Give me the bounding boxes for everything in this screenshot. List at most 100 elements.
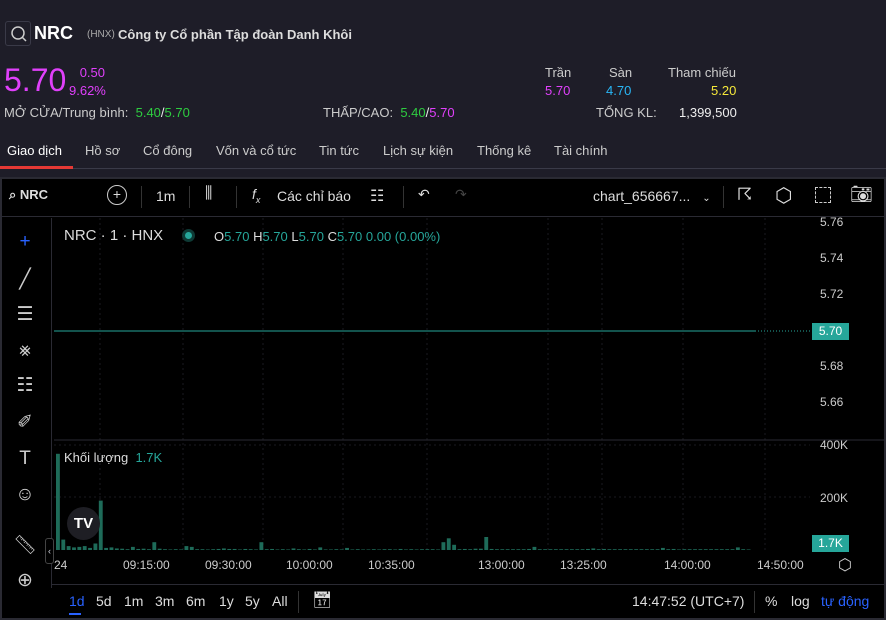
volume-bar	[532, 546, 537, 550]
volume-bar	[698, 549, 703, 550]
volume-bar	[500, 549, 505, 550]
text-icon[interactable]: T	[19, 448, 31, 469]
redo-icon[interactable]: ↷	[455, 186, 467, 202]
emoji-icon[interactable]: ☺	[15, 484, 35, 505]
tab-co-dong[interactable]: Cổ đông	[143, 143, 193, 158]
volume-bar	[505, 549, 510, 550]
volume-bar	[420, 549, 424, 550]
search-button[interactable]	[5, 21, 31, 46]
percent-scale-button[interactable]: %	[765, 593, 778, 609]
volume-bar	[484, 537, 489, 550]
tab-thong-ke[interactable]: Thống kê	[477, 143, 532, 158]
quick-search-icon[interactable]: ☈	[737, 185, 753, 204]
volume-bar	[687, 549, 692, 550]
range-5d[interactable]: 5d	[96, 593, 112, 609]
log-scale-button[interactable]: log	[791, 593, 810, 609]
volume-bar	[195, 549, 200, 550]
crosshair-icon[interactable]: +	[19, 231, 31, 252]
clock[interactable]: 14:47:52 (UTC+7)	[632, 593, 745, 609]
volume-bar	[82, 546, 87, 550]
candles-icon[interactable]: ⫼	[205, 185, 213, 202]
collapse-sidebar-icon[interactable]: ‹	[45, 538, 54, 564]
brush-icon[interactable]: ✐	[17, 412, 33, 433]
undo-icon[interactable]: ↶	[418, 186, 430, 202]
volume-bar	[264, 549, 269, 550]
trend-line-icon[interactable]: ╱	[19, 269, 31, 290]
volume-bar	[586, 548, 590, 550]
tab-ho-so[interactable]: Hồ sơ	[85, 143, 121, 158]
range-5y[interactable]: 5y	[245, 593, 260, 609]
volume-bar	[259, 542, 264, 550]
volume-legend: Khối lượng 1.7K	[64, 450, 162, 465]
indicators-button[interactable]: Các chỉ báo	[277, 188, 351, 204]
time-axis-label: 13:25:00	[560, 558, 607, 572]
volume-bar	[462, 548, 467, 550]
camera-icon[interactable]: 📷︎	[850, 184, 873, 204]
volume-bar	[521, 549, 526, 550]
range-6m[interactable]: 6m	[186, 593, 206, 609]
volume-bar	[227, 548, 232, 550]
symbol-search[interactable]: ⌕ NRC	[9, 187, 48, 203]
volume-bar	[114, 548, 119, 550]
volume-bar	[666, 549, 671, 550]
volume-bar	[730, 549, 735, 550]
range-1y[interactable]: 1y	[219, 593, 234, 609]
volume-bar	[280, 549, 285, 550]
low-value: 5.70	[298, 229, 324, 244]
volume-bar	[318, 547, 323, 550]
layout-name-dropdown[interactable]: chart_656667... ⌄	[593, 188, 711, 204]
volume-bar	[473, 548, 478, 550]
volume-bar	[152, 542, 157, 550]
volume-bar	[157, 548, 162, 550]
zoom-in-icon[interactable]: ⊕	[17, 570, 33, 591]
tab-tai-chinh[interactable]: Tài chính	[554, 143, 608, 158]
high-value: 5.70	[262, 229, 288, 244]
prediction-icon[interactable]: ☷	[16, 375, 34, 396]
time-axis-label: 14:00:00	[664, 558, 711, 572]
tab-von-co-tuc[interactable]: Vốn và cổ tức	[216, 143, 297, 158]
ceiling-label: Trần	[545, 65, 572, 80]
volume-bar	[136, 548, 141, 550]
tab-bar: Giao dịch Hồ sơ Cổ đông Vốn và cổ tức Ti…	[0, 140, 886, 169]
axis-settings-icon[interactable]: ⬡	[838, 557, 852, 574]
volume-bar	[543, 549, 548, 550]
interval-button[interactable]: 1m	[156, 188, 176, 204]
volume-bar	[393, 549, 398, 550]
range-1m[interactable]: 1m	[124, 593, 144, 609]
range-all[interactable]: All	[272, 593, 288, 609]
volume-bar	[612, 549, 617, 550]
price-axis-label: 5.66	[820, 395, 844, 409]
tab-giao-dich[interactable]: Giao dịch	[7, 143, 62, 158]
volume-axis-label: 400K	[820, 438, 849, 452]
volume-bar	[307, 548, 312, 550]
volume-bar	[130, 546, 135, 550]
volume-bar	[591, 548, 596, 550]
layout-grid-icon[interactable]: ☷	[370, 188, 385, 205]
fx-icon[interactable]: fx	[252, 186, 261, 205]
settings-hexagon-icon[interactable]: ⬡	[775, 185, 793, 207]
range-3m[interactable]: 3m	[155, 593, 175, 609]
series-title: NRC · 1 · HNX	[64, 227, 164, 244]
volume-bar	[596, 549, 601, 550]
pattern-icon[interactable]: ⨳	[19, 340, 31, 361]
ruler-icon[interactable]: 📏︎	[12, 535, 38, 556]
tradingview-logo[interactable]: TV	[67, 507, 100, 540]
volume-bar	[232, 548, 237, 550]
tab-tin-tuc[interactable]: Tin tức	[319, 143, 360, 158]
volume-bar	[205, 549, 210, 550]
tab-lich-su-kien[interactable]: Lịch sự kiện	[383, 143, 454, 158]
goto-date-calendar-icon[interactable]: 📅︎	[312, 592, 333, 609]
range-1d[interactable]: 1d	[69, 593, 85, 609]
volume-bar	[286, 549, 291, 550]
current-price-tag: 5.70	[812, 323, 849, 340]
auto-scale-button[interactable]: tự động	[821, 593, 870, 609]
fib-lines-icon[interactable]: ☰	[16, 304, 34, 325]
compare-plus-icon[interactable]: +	[107, 185, 127, 205]
volume-bar	[468, 549, 473, 550]
fullscreen-icon[interactable]	[815, 187, 831, 203]
volume-bar	[61, 539, 66, 550]
volume-bar	[559, 549, 564, 550]
volume-bar	[270, 548, 275, 550]
volume-bar	[296, 549, 301, 550]
